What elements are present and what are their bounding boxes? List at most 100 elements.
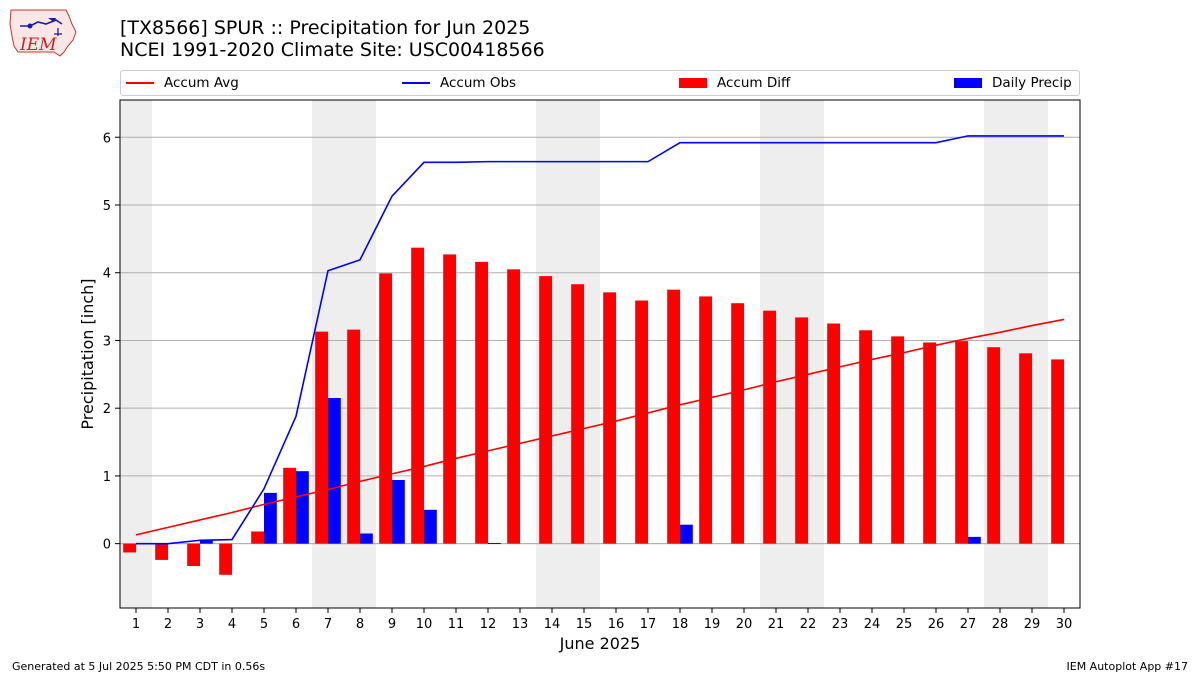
legend-swatch-accum-diff	[679, 78, 707, 88]
accum-diff-bar-day-29	[1019, 353, 1032, 544]
x-tick-label-18: 18	[672, 617, 689, 632]
daily-precip-bar-day-6	[296, 471, 309, 544]
accum-diff-bar-day-24	[859, 330, 872, 544]
logo-text: IEM	[19, 35, 57, 55]
y-tick-label-1: 1	[103, 470, 111, 485]
accum-obs-line	[136, 135, 1064, 545]
daily-precip-bar-day-27	[968, 536, 981, 544]
x-tick-label-2: 2	[164, 617, 172, 632]
accum-diff-bar-day-25	[891, 336, 904, 544]
accum-diff-bar-day-23	[827, 323, 840, 544]
y-tick-label-3: 3	[103, 334, 111, 349]
footer-generated: Generated at 5 Jul 2025 5:50 PM CDT in 0…	[12, 660, 266, 673]
legend-swatch-daily-precip	[954, 78, 982, 88]
daily-precip-bar-day-7	[328, 398, 341, 544]
daily-precip-bar-day-18	[680, 524, 693, 544]
accum-diff-bar-day-7	[315, 331, 328, 544]
accum-avg-line	[135, 318, 1065, 536]
x-tick-label-26: 26	[928, 617, 945, 632]
x-tick-label-6: 6	[292, 617, 300, 632]
accum-diff-bar-day-19	[699, 296, 712, 544]
x-tick-label-13: 13	[512, 617, 529, 632]
accum-diff-bar-day-14	[539, 276, 552, 544]
x-tick-label-5: 5	[260, 617, 268, 632]
accum-diff-bar-day-28	[987, 347, 1000, 544]
accum-diff-bar-day-8	[347, 329, 360, 544]
x-tick-label-17: 17	[640, 617, 657, 632]
x-tick-label-15: 15	[576, 617, 593, 632]
x-tick-label-3: 3	[196, 617, 204, 632]
accum-diff-bar-day-15	[571, 284, 584, 544]
y-tick-label-0: 0	[103, 538, 111, 553]
x-tick-label-11: 11	[448, 617, 465, 632]
accum-diff-bar-day-27	[955, 341, 968, 544]
x-tick-label-24: 24	[864, 617, 881, 632]
chart-subtitle: NCEI 1991-2020 Climate Site: USC00418566	[120, 39, 545, 61]
x-tick-label-9: 9	[388, 617, 396, 632]
x-tick-label-7: 7	[324, 617, 332, 632]
legend-label-accum-obs: Accum Obs	[440, 75, 517, 91]
footer-app-id: IEM Autoplot App #17	[1066, 660, 1189, 673]
accum-diff-bar-day-1	[123, 543, 136, 553]
accum-diff-bar-day-22	[795, 317, 808, 544]
daily-precip-bars	[200, 398, 981, 544]
y-tick-label-2: 2	[103, 402, 111, 417]
accum-diff-bar-day-13	[507, 269, 520, 544]
plot-frame	[119, 99, 1081, 609]
y-tick-label-4: 4	[103, 267, 111, 282]
daily-precip-bar-day-9	[392, 479, 405, 544]
legend-item-daily-precip: Daily Precip	[954, 71, 1072, 95]
accum-diff-bar-day-21	[763, 310, 776, 544]
daily-precip-bar-day-5	[264, 492, 277, 544]
daily-precip-bar-day-8	[360, 533, 373, 544]
accum-diff-bar-day-18	[667, 289, 680, 544]
daily-precip-bar-day-12	[488, 542, 501, 544]
accum-diff-bar-day-11	[443, 254, 456, 544]
accum-diff-bar-day-17	[635, 300, 648, 544]
x-tick-label-10: 10	[416, 617, 433, 632]
accum-diff-bar-day-6	[283, 467, 296, 544]
legend-label-accum-diff: Accum Diff	[717, 75, 791, 91]
chart-title: [TX8566] SPUR :: Precipitation for Jun 2…	[120, 17, 531, 39]
accum-diff-bar-day-12	[475, 261, 488, 544]
accum-diff-bar-day-4	[219, 543, 232, 575]
weekend-shade-day-1	[120, 100, 152, 608]
daily-precip-bar-day-10	[424, 509, 437, 544]
legend-label-accum-avg: Accum Avg	[164, 75, 239, 91]
x-axis-label: June 2025	[559, 634, 641, 653]
x-tick-label-16: 16	[608, 617, 625, 632]
accum-diff-bar-day-10	[411, 247, 424, 544]
daily-precip-bar-day-3	[200, 540, 213, 544]
x-tick-label-30: 30	[1056, 617, 1073, 632]
x-tick-label-8: 8	[356, 617, 364, 632]
accum-diff-bar-day-2	[155, 543, 168, 560]
legend-label-daily-precip: Daily Precip	[992, 75, 1072, 91]
legend-item-accum-avg: Accum Avg	[126, 71, 239, 95]
x-tick-label-28: 28	[992, 617, 1009, 632]
x-tick-label-14: 14	[544, 617, 561, 632]
legend-swatch-accum-obs	[402, 82, 430, 84]
x-tick-label-27: 27	[960, 617, 977, 632]
x-tick-label-29: 29	[1024, 617, 1041, 632]
x-tick-label-4: 4	[228, 617, 236, 632]
accum-diff-bar-day-5	[251, 531, 264, 544]
legend-swatch-accum-avg	[126, 82, 154, 84]
accum-diff-bars	[123, 247, 1064, 575]
y-axis-label: Precipitation [inch]	[78, 278, 97, 429]
x-axis: 1 2 3 4 5 6 7 8 9 10 11 12 13 14 15 16 17 18 19 20 21 22 23 24 2…	[132, 608, 1072, 632]
x-tick-label-23: 23	[832, 617, 849, 632]
accum-diff-bar-day-20	[731, 303, 744, 544]
accum-diff-bar-day-9	[379, 273, 392, 544]
x-tick-label-22: 22	[800, 617, 817, 632]
chart-legend: Accum Avg Accum Obs Accum Diff Daily Pre…	[120, 70, 1080, 96]
iem-logo: IEM	[9, 9, 77, 57]
y-tick-label-6: 6	[103, 131, 111, 146]
x-tick-label-20: 20	[736, 617, 753, 632]
y-axis: 0 1 2 3 4 5 6	[103, 131, 120, 553]
y-tick-label-5: 5	[103, 199, 111, 214]
x-tick-label-25: 25	[896, 617, 913, 632]
legend-item-accum-diff: Accum Diff	[679, 71, 790, 95]
x-tick-label-21: 21	[768, 617, 785, 632]
accum-diff-bar-day-26	[923, 342, 936, 544]
